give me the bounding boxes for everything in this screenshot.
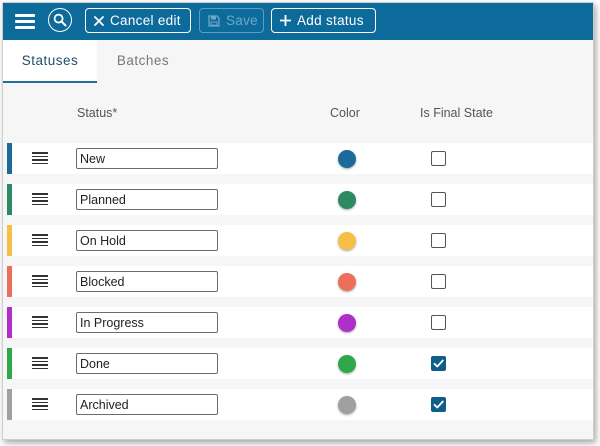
- status-name-input[interactable]: [76, 394, 218, 415]
- final-state-checkbox[interactable]: [431, 233, 446, 248]
- plus-icon: [280, 15, 291, 26]
- color-picker-swatch[interactable]: [338, 191, 356, 209]
- drag-handle-icon[interactable]: [32, 193, 48, 206]
- drag-handle-icon[interactable]: [32, 152, 48, 165]
- status-name-input[interactable]: [76, 312, 218, 333]
- drag-handle-icon[interactable]: [32, 398, 48, 411]
- save-button[interactable]: Save: [199, 8, 264, 33]
- status-name-input[interactable]: [76, 230, 218, 251]
- final-state-checkbox[interactable]: [431, 315, 446, 330]
- close-icon: [94, 15, 104, 26]
- drag-handle-icon[interactable]: [32, 357, 48, 370]
- final-state-checkbox[interactable]: [431, 192, 446, 207]
- final-state-checkbox[interactable]: [431, 274, 446, 289]
- status-row: [7, 184, 593, 215]
- drag-handle-icon[interactable]: [32, 234, 48, 247]
- status-color-bar: [7, 266, 12, 297]
- tab-batches[interactable]: Batches: [116, 53, 170, 68]
- status-color-bar: [7, 184, 12, 215]
- color-picker-swatch[interactable]: [338, 355, 356, 373]
- status-row: [7, 225, 593, 256]
- search-icon: [53, 13, 67, 27]
- status-name-input[interactable]: [76, 353, 218, 374]
- checkmark-icon: [433, 400, 444, 409]
- status-color-bar: [7, 348, 12, 379]
- column-header-color: Color: [330, 106, 360, 120]
- status-name-input[interactable]: [76, 189, 218, 210]
- status-row: [7, 348, 593, 379]
- column-header-final-state: Is Final State: [420, 106, 493, 120]
- status-color-bar: [7, 307, 12, 338]
- final-state-checkbox[interactable]: [431, 356, 446, 371]
- final-state-checkbox[interactable]: [431, 151, 446, 166]
- status-row: [7, 307, 593, 338]
- menu-icon[interactable]: [15, 12, 37, 30]
- search-button[interactable]: [48, 8, 72, 32]
- final-state-checkbox[interactable]: [431, 397, 446, 412]
- drag-handle-icon[interactable]: [32, 275, 48, 288]
- tab-bar: Statuses Batches: [3, 40, 593, 83]
- color-picker-swatch[interactable]: [338, 232, 356, 250]
- cancel-edit-label: Cancel edit: [110, 13, 181, 28]
- color-picker-swatch[interactable]: [338, 150, 356, 168]
- cancel-edit-button[interactable]: Cancel edit: [85, 8, 191, 33]
- status-name-input[interactable]: [76, 148, 218, 169]
- status-row: [7, 143, 593, 174]
- toolbar: Cancel edit Save Add status: [3, 3, 593, 40]
- add-status-button[interactable]: Add status: [271, 8, 376, 33]
- add-status-label: Add status: [297, 13, 364, 28]
- status-color-bar: [7, 143, 12, 174]
- checkmark-icon: [433, 359, 444, 368]
- color-picker-swatch[interactable]: [338, 314, 356, 332]
- save-label: Save: [226, 13, 258, 28]
- status-color-bar: [7, 225, 12, 256]
- status-editor-window: Cancel edit Save Add status Statuses Bat…: [2, 2, 594, 440]
- drag-handle-icon[interactable]: [32, 316, 48, 329]
- status-row: [7, 266, 593, 297]
- tab-statuses[interactable]: Statuses: [3, 40, 97, 83]
- color-picker-swatch[interactable]: [338, 273, 356, 291]
- column-header-status: Status*: [77, 106, 118, 120]
- color-picker-swatch[interactable]: [338, 396, 356, 414]
- status-name-input[interactable]: [76, 271, 218, 292]
- floppy-disk-icon: [208, 14, 220, 27]
- status-color-bar: [7, 389, 12, 420]
- status-row: [7, 389, 593, 420]
